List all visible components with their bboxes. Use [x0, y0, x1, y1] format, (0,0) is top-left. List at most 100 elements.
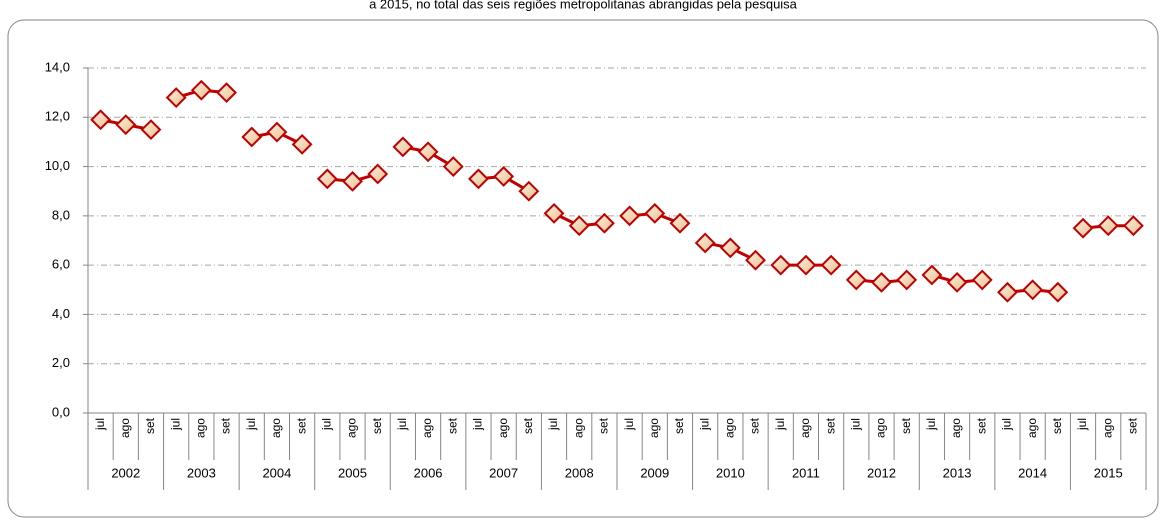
data-point: [1072, 217, 1094, 239]
year-label: 2007: [489, 465, 518, 480]
x-tick-label: ago: [269, 418, 283, 438]
x-tick-label: set: [370, 417, 384, 434]
x-tick-label: set: [1050, 417, 1064, 434]
data-point: [367, 163, 389, 185]
data-point: [190, 79, 212, 101]
data-point: [997, 281, 1018, 303]
data-point: [593, 212, 615, 234]
x-tick-label: ago: [194, 418, 208, 438]
y-tick-label: 6,0: [52, 257, 70, 272]
data-point: [291, 133, 313, 155]
x-tick-label: set: [294, 417, 308, 434]
year-label: 2006: [414, 465, 443, 480]
data-point: [921, 264, 943, 286]
year-label: 2002: [111, 465, 140, 480]
x-tick-label: jul: [244, 418, 258, 431]
year-label: 2013: [943, 465, 972, 480]
y-tick-label: 4,0: [52, 306, 70, 321]
data-point: [266, 121, 288, 143]
x-tick-label: ago: [420, 418, 434, 438]
year-label: 2012: [867, 465, 896, 480]
data-point: [165, 87, 187, 108]
data-point: [543, 202, 565, 224]
x-tick-label: ago: [345, 418, 359, 438]
data-point: [845, 269, 867, 291]
year-label: 2004: [262, 465, 291, 480]
x-tick-label: ago: [949, 418, 963, 438]
x-tick-label: ago: [723, 418, 737, 438]
x-tick-label: ago: [798, 418, 812, 438]
data-point: [417, 141, 439, 163]
data-point: [518, 180, 540, 202]
x-tick-label: set: [521, 417, 535, 434]
data-point: [669, 212, 691, 234]
x-tick-label: jul: [471, 418, 485, 431]
y-tick-label: 2,0: [52, 355, 70, 370]
x-tick-label: jul: [93, 418, 107, 431]
data-point: [140, 119, 162, 141]
year-label: 2011: [792, 465, 820, 480]
data-point: [442, 156, 464, 177]
x-tick-label: jul: [924, 418, 938, 431]
year-label: 2008: [565, 465, 594, 480]
x-tick-label: ago: [571, 418, 585, 438]
year-label: 2010: [716, 465, 745, 480]
data-point: [644, 202, 666, 224]
x-tick-label: jul: [622, 418, 636, 431]
y-tick-label: 10,0: [45, 158, 70, 173]
data-point: [745, 249, 766, 271]
data-point: [468, 168, 489, 190]
data-point: [316, 168, 338, 190]
data-point: [719, 237, 741, 259]
y-tick-label: 8,0: [52, 207, 70, 222]
data-point: [90, 109, 112, 131]
x-tick-label: jul: [168, 418, 182, 431]
chart-title: a 2015, no total das seis regiões metrop…: [369, 0, 798, 11]
x-tick-label: ago: [118, 418, 132, 438]
data-point: [795, 254, 817, 276]
data-point: [820, 254, 842, 276]
x-tick-label: jul: [848, 418, 862, 431]
x-tick-label: set: [899, 417, 913, 434]
data-point: [1047, 281, 1069, 303]
data-point: [694, 232, 716, 254]
x-tick-label: set: [672, 417, 686, 434]
x-tick-label: set: [143, 417, 157, 434]
year-label: 2014: [1018, 465, 1047, 480]
year-label: 2009: [640, 465, 669, 480]
x-tick-label: set: [1126, 417, 1140, 434]
data-point: [1097, 215, 1119, 237]
data-point: [619, 205, 641, 227]
x-tick-label: set: [597, 417, 611, 434]
x-tick-label: jul: [395, 418, 409, 431]
data-point: [1022, 279, 1044, 301]
x-tick-label: set: [445, 417, 459, 434]
x-tick-label: ago: [647, 418, 661, 438]
x-tick-label: jul: [1000, 418, 1014, 431]
year-label: 2005: [338, 465, 367, 480]
x-tick-label: ago: [496, 418, 510, 438]
data-point: [971, 269, 993, 291]
x-tick-label: jul: [697, 418, 711, 431]
data-point: [216, 82, 237, 104]
data-point: [1122, 215, 1144, 237]
year-label: 2003: [187, 465, 216, 480]
data-point: [392, 136, 414, 158]
data-point: [115, 114, 137, 136]
data-point: [493, 166, 515, 187]
x-tick-label: set: [748, 417, 762, 434]
x-tick-label: set: [219, 417, 233, 434]
data-point: [896, 269, 918, 291]
y-tick-label: 14,0: [45, 59, 70, 74]
year-label: 2015: [1094, 465, 1123, 480]
x-tick-label: jul: [773, 418, 787, 431]
data-point: [342, 170, 363, 192]
data-point: [241, 126, 263, 148]
x-tick-label: set: [974, 417, 988, 434]
y-tick-label: 0,0: [52, 404, 70, 419]
data-point: [770, 254, 792, 276]
x-tick-label: jul: [319, 418, 333, 431]
x-tick-label: jul: [1075, 418, 1089, 431]
data-point: [568, 215, 590, 237]
